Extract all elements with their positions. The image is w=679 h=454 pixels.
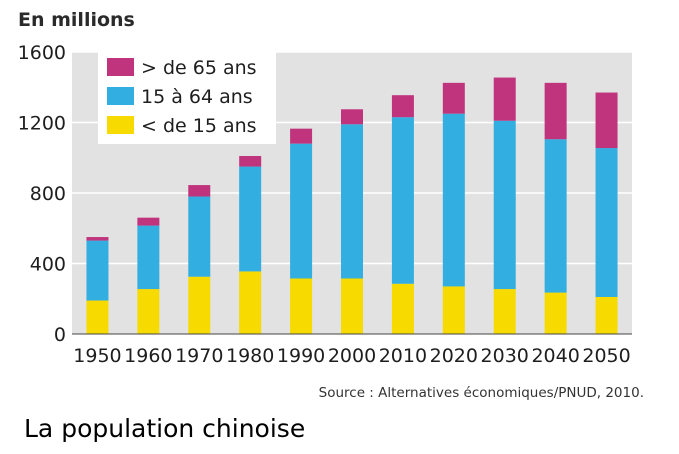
y-tick-label: 1600 <box>18 42 66 64</box>
bar-under-15-2000 <box>341 278 363 334</box>
y-tick-label: 400 <box>30 254 66 276</box>
y-tick-labels: 0 400 800 1200 1600 <box>18 42 66 346</box>
bar-under-15-1980 <box>239 271 262 334</box>
x-tick-label: 1990 <box>277 345 325 367</box>
legend-swatch-over-65 <box>107 58 134 76</box>
legend-label-15-64: 15 à 64 ans <box>141 86 253 108</box>
x-tick-label: 2010 <box>379 345 427 367</box>
bar-over-65-2000 <box>341 109 363 125</box>
bar-15-64-2000 <box>341 124 363 279</box>
x-tick-label: 2030 <box>481 345 529 367</box>
bar-over-65-2020 <box>442 82 465 114</box>
x-tick-label: 2000 <box>328 345 376 367</box>
legend-label-over-65: > de 65 ans <box>141 57 257 79</box>
bar-under-15-2040 <box>544 292 567 334</box>
bar-under-15-2050 <box>595 296 618 334</box>
bar-under-15-2020 <box>442 286 465 334</box>
y-tick-label: 1200 <box>18 113 66 135</box>
bar-over-65-2030 <box>493 77 516 121</box>
bar-15-64-1950 <box>86 240 109 301</box>
unit-label: En millions <box>18 9 135 31</box>
bar-over-65-1950 <box>86 237 109 241</box>
x-tick-labels: 1950 1960 1970 1980 1990 2000 2010 2020 2030 2040… <box>73 345 630 367</box>
bar-over-65-2040 <box>544 82 567 140</box>
bar-under-15-2010 <box>391 283 414 334</box>
bar-15-64-2010 <box>391 117 414 284</box>
y-tick-label: 800 <box>30 183 66 205</box>
x-tick-label: 2050 <box>582 345 630 367</box>
source-text: Source : Alternatives économiques/PNUD, … <box>319 385 644 401</box>
bars <box>86 77 618 334</box>
bar-15-64-2040 <box>544 139 567 293</box>
caption: La population chinoise <box>24 414 306 443</box>
bar-over-65-2010 <box>391 95 414 118</box>
bar-under-15-1960 <box>137 289 160 334</box>
bar-over-65-2050 <box>595 92 618 149</box>
bar-over-65-1960 <box>137 217 160 226</box>
bar-under-15-1970 <box>188 276 211 334</box>
legend-swatch-15-64 <box>107 87 134 105</box>
bar-under-15-1990 <box>290 278 313 334</box>
legend-label-under-15: < de 15 ans <box>141 115 257 137</box>
bar-15-64-1970 <box>188 196 211 277</box>
bar-15-64-2050 <box>595 148 618 297</box>
bar-15-64-1990 <box>290 143 313 279</box>
bar-over-65-1980 <box>239 155 262 167</box>
bar-15-64-1960 <box>137 225 160 290</box>
legend: > de 65 ans 15 à 64 ans < de 15 ans <box>98 52 276 144</box>
bar-over-65-1990 <box>290 128 313 144</box>
legend-swatch-under-15 <box>107 116 134 134</box>
x-tick-label: 1960 <box>124 345 172 367</box>
x-tick-label: 2040 <box>531 345 579 367</box>
x-tick-label: 1980 <box>226 345 274 367</box>
bar-15-64-1980 <box>239 166 262 272</box>
x-tick-label: 2020 <box>430 345 478 367</box>
x-tick-label: 1970 <box>175 345 223 367</box>
bar-under-15-1950 <box>86 300 109 334</box>
x-tick-label: 1950 <box>73 345 121 367</box>
bar-over-65-1970 <box>188 185 211 197</box>
bar-15-64-2020 <box>442 113 465 287</box>
y-tick-label: 0 <box>54 324 66 346</box>
bar-under-15-2030 <box>493 289 516 334</box>
bar-15-64-2030 <box>493 120 516 290</box>
